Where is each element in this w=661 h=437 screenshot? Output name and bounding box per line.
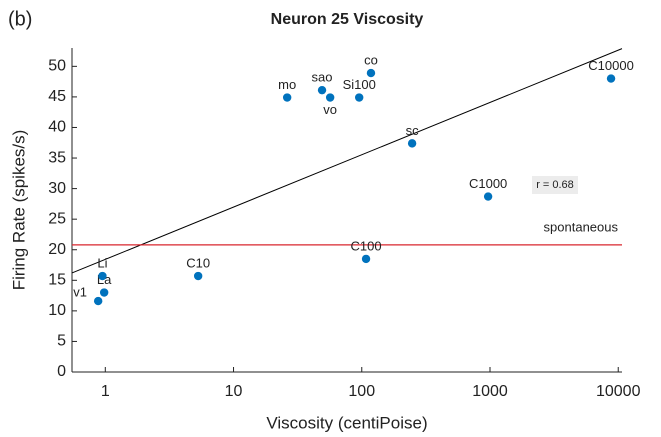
x-axis-label: Viscosity (centiPoise): [266, 413, 427, 432]
y-tick-label: 15: [48, 272, 66, 289]
point-label: v1: [73, 285, 87, 300]
y-tick-label: 5: [57, 333, 66, 350]
y-tick-label: 50: [48, 58, 66, 75]
x-tick-label: 1: [101, 383, 110, 400]
y-tick-label: 25: [48, 210, 66, 227]
x-tick-label: 10000: [596, 383, 641, 400]
point: [93, 296, 103, 306]
y-tick-label: 20: [48, 241, 66, 258]
point-label: C10: [186, 255, 210, 270]
point: [606, 74, 616, 83]
y-tick-label: 0: [57, 363, 66, 380]
point: [193, 271, 203, 281]
fit-line: [71, 48, 623, 274]
point-label: sao: [312, 70, 333, 85]
point-label: Si100: [343, 77, 376, 92]
point: [325, 93, 335, 102]
point-label: mo: [278, 77, 296, 92]
point-label: C100: [351, 238, 382, 253]
point-label: sc: [406, 123, 420, 138]
point-label: vo: [323, 102, 337, 117]
point-label: Li: [97, 255, 107, 270]
y-tick-label: 45: [48, 88, 66, 105]
point: [407, 139, 417, 148]
chart-title: Neuron 25 Viscosity: [271, 11, 424, 28]
annotation-box: [532, 176, 578, 194]
y-axis-label: Firing Rate (spikes/s): [9, 130, 28, 291]
point-label: co: [364, 53, 378, 68]
x-tick-label: 1000: [472, 383, 508, 400]
annotation: r = 0.68: [536, 179, 574, 191]
y-tick-label: 40: [48, 119, 66, 136]
point: [317, 85, 327, 95]
point-label: C10000: [588, 58, 634, 73]
point: [366, 68, 376, 78]
x-tick-label: 100: [348, 383, 375, 400]
panel-label: (b): [8, 8, 32, 30]
x-tick-label: 10: [225, 383, 243, 400]
point-label: C1000: [469, 176, 507, 191]
point: [98, 271, 107, 281]
point: [354, 93, 364, 102]
reference-label: spontaneous: [544, 219, 619, 234]
y-tick-label: 10: [48, 302, 66, 319]
point: [361, 254, 371, 264]
point: [282, 93, 292, 102]
y-tick-label: 30: [48, 180, 66, 197]
point: [483, 192, 493, 201]
point: [99, 288, 109, 297]
y-tick-label: 35: [48, 149, 66, 166]
